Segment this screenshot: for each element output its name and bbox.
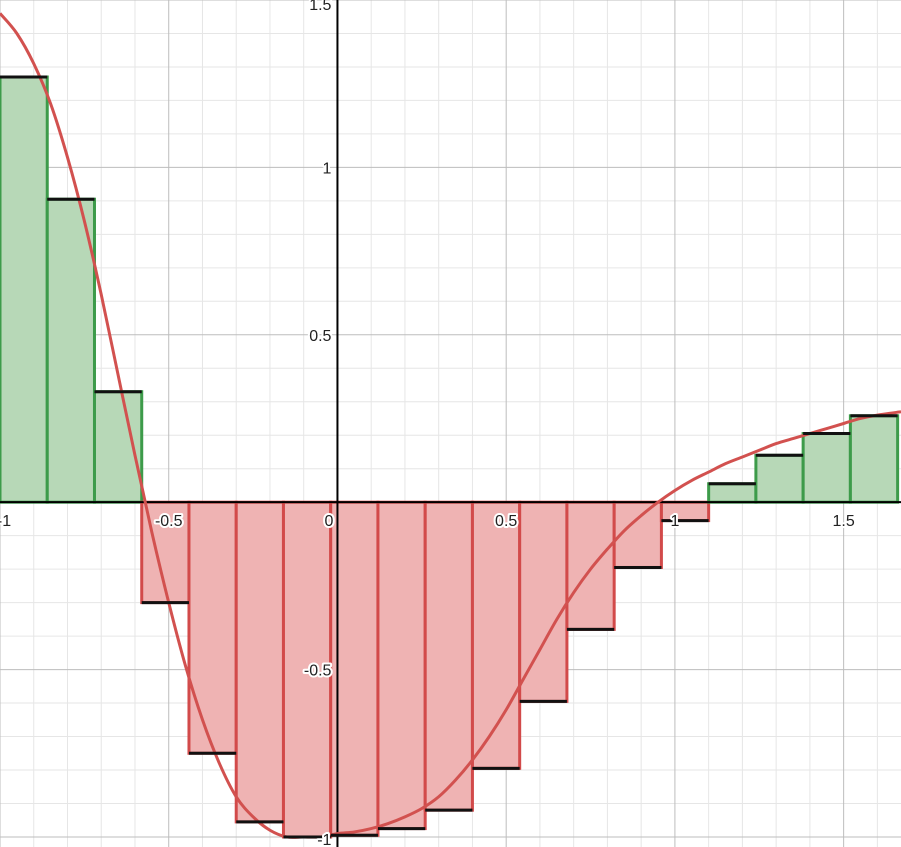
positive-bar: [45, 197, 96, 504]
positive-bar: [0, 75, 49, 504]
x-tick-label: 1: [670, 513, 679, 530]
tick-labels: -1 -0.5 0 0.5 1 1.5 1.5 1 0.5 -0.5 -1: [0, 0, 857, 847]
negative-bar: [234, 500, 285, 824]
negative-bar: [329, 500, 380, 837]
x-tick-label: -0.5: [155, 513, 183, 530]
y-tick-label: 0.5: [309, 328, 331, 345]
x-tick-label: 1.5: [833, 513, 855, 530]
positive-bar: [707, 482, 758, 504]
negative-bar: [187, 500, 238, 755]
y-tick-label: 1.5: [309, 0, 331, 14]
negative-bar: [376, 500, 427, 831]
function-curve-layer: [0, 12, 901, 839]
negative-bar: [565, 500, 616, 631]
bar-top-markers: [0, 75, 898, 839]
x-tick-label: 0: [325, 513, 334, 530]
y-tick-label: -0.5: [304, 663, 332, 680]
negative-bar: [423, 500, 474, 812]
negative-bar: [281, 500, 333, 839]
positive-bar: [754, 453, 805, 504]
y-tick-label: 1: [323, 160, 332, 177]
y-tick-label: -1: [317, 832, 331, 847]
negative-bar: [659, 500, 711, 523]
x-tick-label: 0.5: [495, 513, 517, 530]
positive-bar: [848, 414, 900, 504]
riemann-bars: [0, 75, 900, 839]
x-tick-label: -1: [0, 513, 11, 530]
positive-bar: [801, 432, 852, 504]
function-curve: [0, 12, 901, 839]
